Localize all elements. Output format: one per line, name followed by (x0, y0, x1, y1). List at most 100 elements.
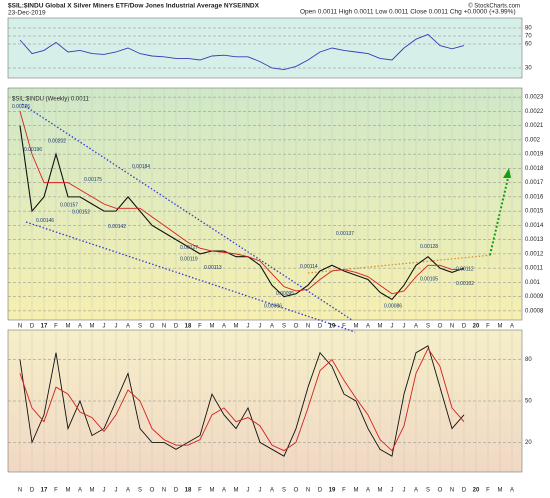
y-tick-label: 70 (525, 34, 532, 40)
x-tick-label: J (115, 324, 118, 330)
x-tick-label: O (438, 324, 443, 330)
price-panel (7, 87, 523, 321)
annotation: 0.00202 (48, 138, 66, 144)
x-tick-label: F (342, 488, 346, 494)
x-tick-label: A (270, 324, 274, 330)
x-tick-label: J (403, 324, 406, 330)
annotation: 0.00137 (336, 231, 354, 237)
x-tick-label: N (306, 488, 310, 494)
x-tick-label: D (30, 488, 35, 494)
series-line (19, 125, 465, 301)
annotation: 0.00095 (276, 291, 294, 297)
x-tick-label: N (162, 488, 166, 494)
x-tick-label: J (247, 488, 250, 494)
y-tick-label: 0.0021 (525, 123, 544, 129)
x-tick-label: N (306, 324, 310, 330)
x-tick-label: F (54, 324, 58, 330)
annotation: 0.00157 (60, 202, 78, 208)
trend-line (307, 254, 493, 274)
y-tick-label: 0.0011 (525, 266, 544, 272)
x-tick-label: J (391, 488, 394, 494)
x-tick-label: 17 (41, 324, 48, 330)
y-tick-label: 0.001 (525, 280, 541, 286)
x-tick-label: D (174, 324, 179, 330)
x-tick-label: O (438, 488, 443, 494)
x-tick-label: M (354, 488, 359, 494)
x-tick-label: J (403, 488, 406, 494)
annotation: 0.00086 (384, 304, 402, 310)
x-tick-label: M (498, 324, 503, 330)
annotation: 0.00113 (204, 265, 222, 271)
x-tick-label: A (78, 324, 82, 330)
annotation: 0.00175 (84, 177, 102, 183)
date: 23-Dec-2019 (8, 10, 46, 17)
x-tick-label: N (450, 324, 454, 330)
x-tick-label: M (378, 324, 383, 330)
x-tick-label: J (103, 324, 106, 330)
quote: Open 0.0011 High 0.0011 Low 0.0011 Close… (300, 9, 516, 16)
y-tick-label: 0.0015 (525, 209, 544, 215)
x-tick-label: M (90, 324, 95, 330)
x-tick-label: A (222, 324, 226, 330)
x-tick-label: F (198, 324, 202, 330)
annotation: 0.00105 (420, 277, 438, 283)
annotation: 0.00184 (132, 164, 150, 170)
x-tick-label: A (366, 324, 370, 330)
x-tick-label: F (54, 488, 58, 494)
y-tick-label: 0.0013 (525, 237, 544, 243)
x-tick-label: S (282, 324, 286, 330)
x-tick-label: 20 (473, 488, 480, 494)
annotation: 0.00152 (72, 210, 90, 216)
x-tick-label: A (366, 488, 370, 494)
x-tick-label: A (126, 488, 130, 494)
y-tick-label: 0.0009 (525, 294, 544, 300)
x-tick-label: M (378, 488, 383, 494)
trend-line (21, 103, 353, 321)
x-tick-label: N (162, 324, 166, 330)
series-line (19, 347, 465, 452)
x-tick-label: J (259, 488, 262, 494)
x-tick-label: D (318, 324, 323, 330)
annotation: 0.00086 (264, 304, 282, 310)
x-tick-label: J (115, 488, 118, 494)
x-tick-label: M (66, 488, 71, 494)
x-tick-label: O (150, 324, 155, 330)
x-tick-label: S (138, 488, 142, 494)
y-tick-label: 0.0008 (525, 308, 544, 314)
x-tick-label: J (259, 324, 262, 330)
annotation: 0.00127 (180, 245, 198, 251)
annotation: 0.00226 (12, 104, 30, 110)
x-tick-label: J (391, 324, 394, 330)
x-tick-label: O (294, 324, 299, 330)
x-tick-label: 17 (41, 488, 48, 494)
annotation: 0.00112 (456, 267, 474, 273)
series-line (19, 111, 464, 295)
x-tick-label: M (66, 324, 71, 330)
x-tick-label: J (103, 488, 106, 494)
series-line (19, 345, 465, 457)
y-tick-label: 30 (525, 66, 532, 72)
x-tick-label: M (210, 488, 215, 494)
x-tick-label: F (342, 324, 346, 330)
legend: $SIL:$INDU (Weekly) 0.0011 (12, 97, 89, 103)
x-tick-label: 20 (473, 324, 480, 330)
annotation: 0.00102 (456, 281, 474, 287)
annotation: 0.00146 (36, 218, 54, 224)
x-tick-label: M (498, 488, 503, 494)
x-tick-label: M (354, 324, 359, 330)
rsi-panel (7, 17, 523, 79)
x-tick-label: N (450, 488, 454, 494)
y-tick-label: 80 (525, 357, 532, 363)
x-tick-label: S (138, 324, 142, 330)
x-tick-label: S (282, 488, 286, 494)
x-tick-label: M (90, 488, 95, 494)
x-tick-label: A (414, 324, 418, 330)
x-tick-label: 19 (329, 488, 336, 494)
y-tick-label: 0.0014 (525, 223, 544, 229)
x-tick-label: F (198, 488, 202, 494)
x-tick-label: D (174, 488, 179, 494)
annotation: 0.00142 (108, 224, 126, 230)
x-tick-label: A (222, 488, 226, 494)
x-tick-label: M (234, 324, 239, 330)
